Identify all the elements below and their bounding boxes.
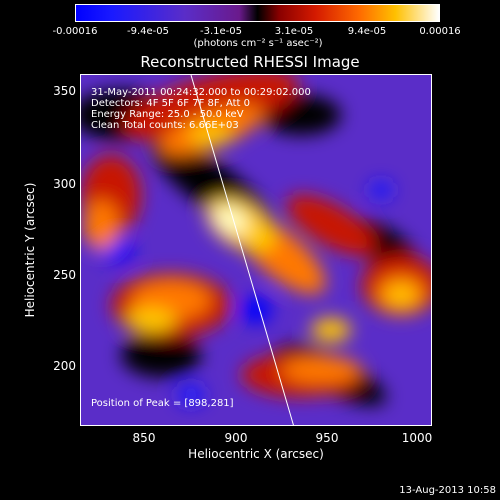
x-tick-label: 1000 — [401, 431, 433, 445]
colorbar-tick: 0.00016 — [419, 26, 461, 37]
clean-total-counts: Clean Total counts: 6.66E+03 — [91, 120, 239, 131]
image-title: Reconstructed RHESSI Image — [140, 53, 360, 71]
y-axis-label: Heliocentric Y (arcsec) — [23, 182, 37, 318]
energy-range: Energy Range: 25.0 - 50.0 keV — [91, 109, 244, 120]
x-axis-label: Heliocentric X (arcsec) — [188, 447, 324, 461]
detectors-info: Detectors: 4F 5F 6F 7F 8F, Att 0 — [91, 98, 251, 109]
y-tick-label: 350 — [53, 84, 76, 98]
image-map — [81, 75, 431, 425]
y-tick-label: 250 — [53, 268, 76, 282]
x-tick-label: 950 — [315, 431, 339, 445]
y-tick-label: 300 — [53, 177, 76, 191]
colorbar-tick: 9.4e-05 — [347, 26, 387, 37]
observation-time: 31-May-2011 00:24:32.000 to 00:29:02.000 — [91, 87, 311, 98]
colorbar-tick: -0.00016 — [52, 26, 98, 37]
x-tick-label: 850 — [132, 431, 156, 445]
rhessi-image: 31-May-2011 00:24:32.000 to 00:29:02.000… — [80, 74, 432, 426]
colorbar-tick: -3.1e-05 — [200, 26, 242, 37]
solar-limb-line — [190, 75, 294, 425]
colorbar-tick: -9.4e-05 — [127, 26, 169, 37]
x-tick-label: 900 — [224, 431, 248, 445]
footer-date: 13-Aug-2013 10:58 — [399, 485, 496, 496]
y-tick-label: 200 — [53, 359, 76, 373]
colorbar-units: (photons cm⁻² s⁻¹ asec⁻²) — [193, 38, 323, 49]
peak-position: Position of Peak = [898,281] — [91, 398, 234, 409]
colorbar — [75, 4, 440, 22]
colorbar-tick: 3.1e-05 — [274, 26, 314, 37]
